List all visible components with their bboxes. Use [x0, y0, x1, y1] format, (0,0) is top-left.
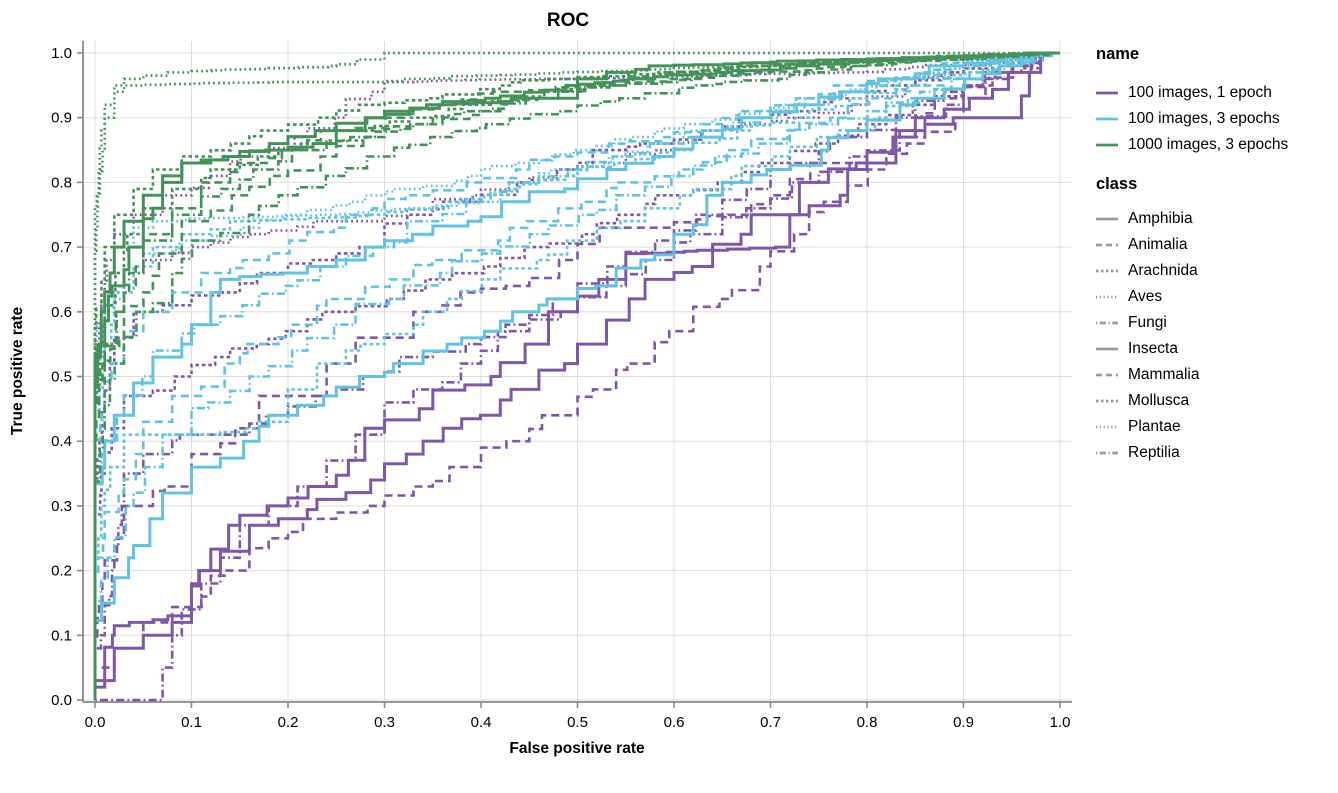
- legend-swatch-icon: [1096, 269, 1118, 273]
- roc-curve: [93, 51, 1060, 700]
- tick-labels: 0.0 0.1 0.2 0.3 0.4 0.5 0.6 0.7 0.8 0.9 1.0 0.0 0.1 0…: [51, 45, 1070, 731]
- legend-swatch-icon: [1096, 425, 1118, 429]
- x-tick-label: 0.5: [567, 714, 588, 731]
- legend-item-aves: Aves: [1096, 284, 1336, 310]
- axes: [77, 41, 1072, 708]
- x-axis-title: False positive rate: [509, 740, 645, 757]
- legend-item-label: 1000 images, 3 epochs: [1128, 136, 1289, 153]
- legend-item-1000-images-3-epochs: 1000 images, 3 epochs: [1096, 132, 1336, 158]
- y-tick-label: 0.1: [51, 627, 72, 644]
- roc-curve: [93, 51, 1060, 700]
- y-tick-label: 0.5: [51, 369, 72, 386]
- roc-curve: [93, 51, 1060, 700]
- legend-item-label: Arachnida: [1128, 262, 1198, 279]
- roc-curve: [93, 51, 1060, 700]
- legend-item-insecta: Insecta: [1096, 336, 1336, 362]
- legend-swatch-icon: [1096, 243, 1118, 247]
- y-tick-label: 1.0: [51, 45, 72, 62]
- chart-title: ROC: [547, 10, 590, 31]
- legend-name-items: 100 images, 1 epoch 100 images, 3 epochs 1…: [1096, 80, 1336, 158]
- legend-item-label: Aves: [1128, 288, 1163, 305]
- x-tick-label: 0.1: [181, 714, 202, 731]
- roc-curves: [93, 51, 1060, 702]
- legend-class-items: Amphibia Animalia Arachnida Aves Fungi Insect…: [1096, 206, 1336, 466]
- y-tick-label: 0.3: [51, 498, 72, 515]
- y-tick-label: 0.9: [51, 110, 72, 127]
- legend-item-label: Amphibia: [1128, 210, 1193, 227]
- x-tick-label: 0.4: [471, 714, 492, 731]
- legend-name-title: name: [1096, 45, 1140, 63]
- roc-curve: [93, 51, 1060, 700]
- y-tick-label: 0.8: [51, 174, 72, 191]
- roc-curve: [93, 51, 1060, 700]
- roc-curve: [93, 51, 1060, 700]
- roc-curve: [93, 51, 1060, 700]
- y-tick-label: 0.2: [51, 563, 72, 580]
- legend-swatch-icon: [1096, 91, 1118, 95]
- legend-item-animalia: Animalia: [1096, 232, 1336, 258]
- x-tick-label: 0.9: [953, 714, 974, 731]
- legend-swatch-icon: [1096, 321, 1118, 325]
- x-tick-label: 0.6: [664, 714, 685, 731]
- legend-item-label: Reptilia: [1128, 444, 1180, 461]
- legend-swatch-icon: [1096, 143, 1118, 147]
- legend-item-mammalia: Mammalia: [1096, 362, 1336, 388]
- roc-curve: [93, 51, 1060, 700]
- x-tick-label: 0.8: [857, 714, 878, 731]
- legend-item-mollusca: Mollusca: [1096, 388, 1336, 414]
- legend-class-title: class: [1096, 175, 1138, 193]
- roc-curve: [93, 51, 1060, 700]
- legend-item-label: Animalia: [1128, 236, 1188, 253]
- roc-curve: [93, 51, 1060, 700]
- legend-item-100-images-1-epoch: 100 images, 1 epoch: [1096, 80, 1336, 106]
- roc-curve: [93, 51, 1060, 700]
- legend: name 100 images, 1 epoch 100 images, 3 ep…: [1096, 42, 1336, 466]
- legend-item-plantae: Plantae: [1096, 414, 1336, 440]
- roc-curve: [93, 51, 1060, 700]
- legend-item-100-images-3-epochs: 100 images, 3 epochs: [1096, 106, 1336, 132]
- legend-item-reptilia: Reptilia: [1096, 440, 1336, 466]
- legend-swatch-icon: [1096, 117, 1118, 121]
- legend-item-label: Mollusca: [1128, 392, 1190, 409]
- x-tick-label: 0.7: [760, 714, 781, 731]
- y-axis-title: True positive rate: [9, 306, 26, 435]
- legend-item-label: Plantae: [1128, 418, 1181, 435]
- legend-item-label: Insecta: [1128, 340, 1178, 357]
- y-tick-label: 0.7: [51, 239, 72, 256]
- x-tick-label: 0.3: [374, 714, 395, 731]
- y-tick-label: 0.0: [51, 692, 72, 709]
- legend-swatch-icon: [1096, 373, 1118, 377]
- legend-item-fungi: Fungi: [1096, 310, 1336, 336]
- legend-swatch-icon: [1096, 451, 1118, 455]
- legend-swatch-icon: [1096, 295, 1118, 299]
- legend-item-arachnida: Arachnida: [1096, 258, 1336, 284]
- x-tick-label: 1.0: [1050, 714, 1071, 731]
- legend-item-label: Fungi: [1128, 314, 1167, 331]
- legend-swatch-icon: [1096, 217, 1118, 221]
- roc-curve: [93, 51, 1060, 700]
- legend-swatch-icon: [1096, 399, 1118, 403]
- legend-item-label: 100 images, 3 epochs: [1128, 110, 1280, 127]
- gridlines: [83, 41, 1072, 702]
- y-tick-label: 0.4: [51, 433, 72, 450]
- x-tick-label: 0.0: [85, 714, 106, 731]
- legend-item-amphibia: Amphibia: [1096, 206, 1336, 232]
- legend-item-label: 100 images, 1 epoch: [1128, 84, 1272, 101]
- y-tick-label: 0.6: [51, 304, 72, 321]
- legend-swatch-icon: [1096, 347, 1118, 351]
- x-tick-label: 0.2: [278, 714, 299, 731]
- legend-item-label: Mammalia: [1128, 366, 1200, 383]
